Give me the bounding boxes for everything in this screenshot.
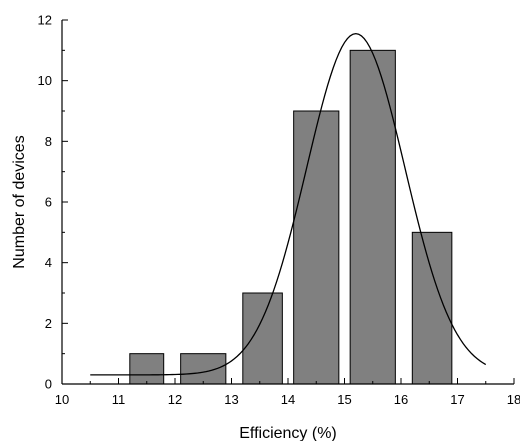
- x-tick-label-15: 15: [337, 392, 351, 407]
- bar-4: [293, 110, 340, 385]
- y-tick-label-6: 6: [45, 195, 52, 210]
- bar-2: [180, 353, 227, 385]
- y-tick-label-2: 2: [45, 316, 52, 331]
- x-tick-label-16: 16: [394, 392, 408, 407]
- bars-layer: [129, 49, 453, 385]
- x-tick-label-13: 13: [224, 392, 238, 407]
- y-tick-label-8: 8: [45, 134, 52, 149]
- x-tick-label-12: 12: [168, 392, 182, 407]
- x-tick-label-10: 10: [55, 392, 69, 407]
- bar-3: [242, 292, 283, 385]
- bar-1: [129, 353, 165, 385]
- ticks-layer: 10 11 12 13 14 15 16 17 18 0 2 4 6 8 10 12: [38, 13, 520, 408]
- x-tick-label-11: 11: [112, 392, 126, 407]
- x-axis-title: Efficiency (%): [239, 425, 337, 441]
- y-tick-label-12: 12: [38, 13, 52, 28]
- y-tick-label-10: 10: [38, 73, 52, 88]
- y-tick-label-0: 0: [45, 377, 52, 392]
- bar-6: [411, 231, 453, 385]
- x-tick-label-18: 18: [507, 392, 520, 407]
- y-tick-label-4: 4: [45, 255, 52, 270]
- bar-5: [349, 49, 396, 385]
- x-tick-label-17: 17: [450, 392, 464, 407]
- x-tick-label-14: 14: [281, 392, 295, 407]
- gaussian-fit-curve: [90, 32, 487, 376]
- y-axis-title: Number of devices: [11, 135, 28, 268]
